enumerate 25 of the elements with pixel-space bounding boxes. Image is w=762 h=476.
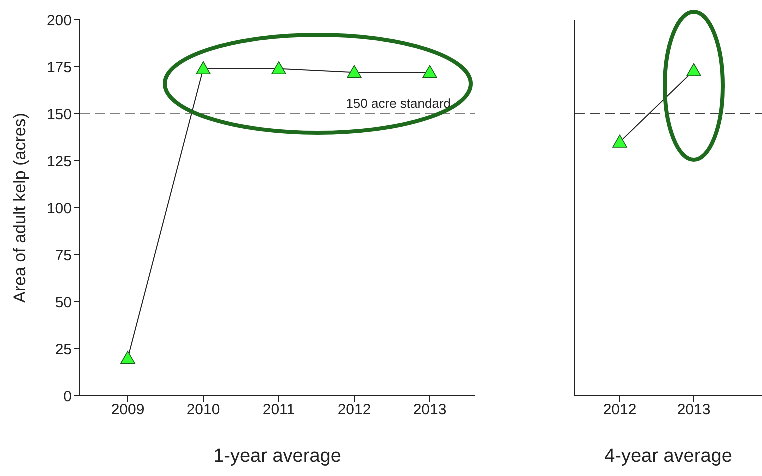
point (120, 351, 136, 364)
y-tick-label: 200 (46, 12, 72, 30)
x-tick-label: 2012 (338, 402, 372, 419)
point (196, 61, 211, 75)
x-tick-label: 2013 (413, 402, 447, 419)
point (272, 61, 286, 75)
y-tick-label: 150 (46, 106, 72, 124)
x-tick-label: 2011 (262, 402, 296, 419)
x-tick-label: 2012 (603, 402, 637, 419)
x-tick-label: 2010 (186, 402, 220, 419)
y-tick-label: 125 (46, 153, 72, 170)
y-tick-label: 25 (55, 341, 72, 358)
x-axis-title: 4-year average (604, 446, 732, 467)
point (347, 65, 362, 78)
x-axis-title: 1-year average (214, 446, 342, 467)
ref-line-label: 150 acre standard (346, 96, 451, 111)
x-tick-label: 2013 (677, 402, 711, 419)
y-tick-label: 75 (55, 247, 72, 264)
x-tick-label: 2009 (111, 402, 145, 419)
point (422, 65, 438, 78)
y-tick-label: 0 (64, 388, 72, 406)
y-tick-label: 100 (46, 200, 72, 218)
y-tick-label: 175 (46, 59, 72, 76)
y-tick-label: 50 (55, 294, 72, 312)
y-axis-title: Area of adult kelp (acres) (10, 113, 30, 303)
